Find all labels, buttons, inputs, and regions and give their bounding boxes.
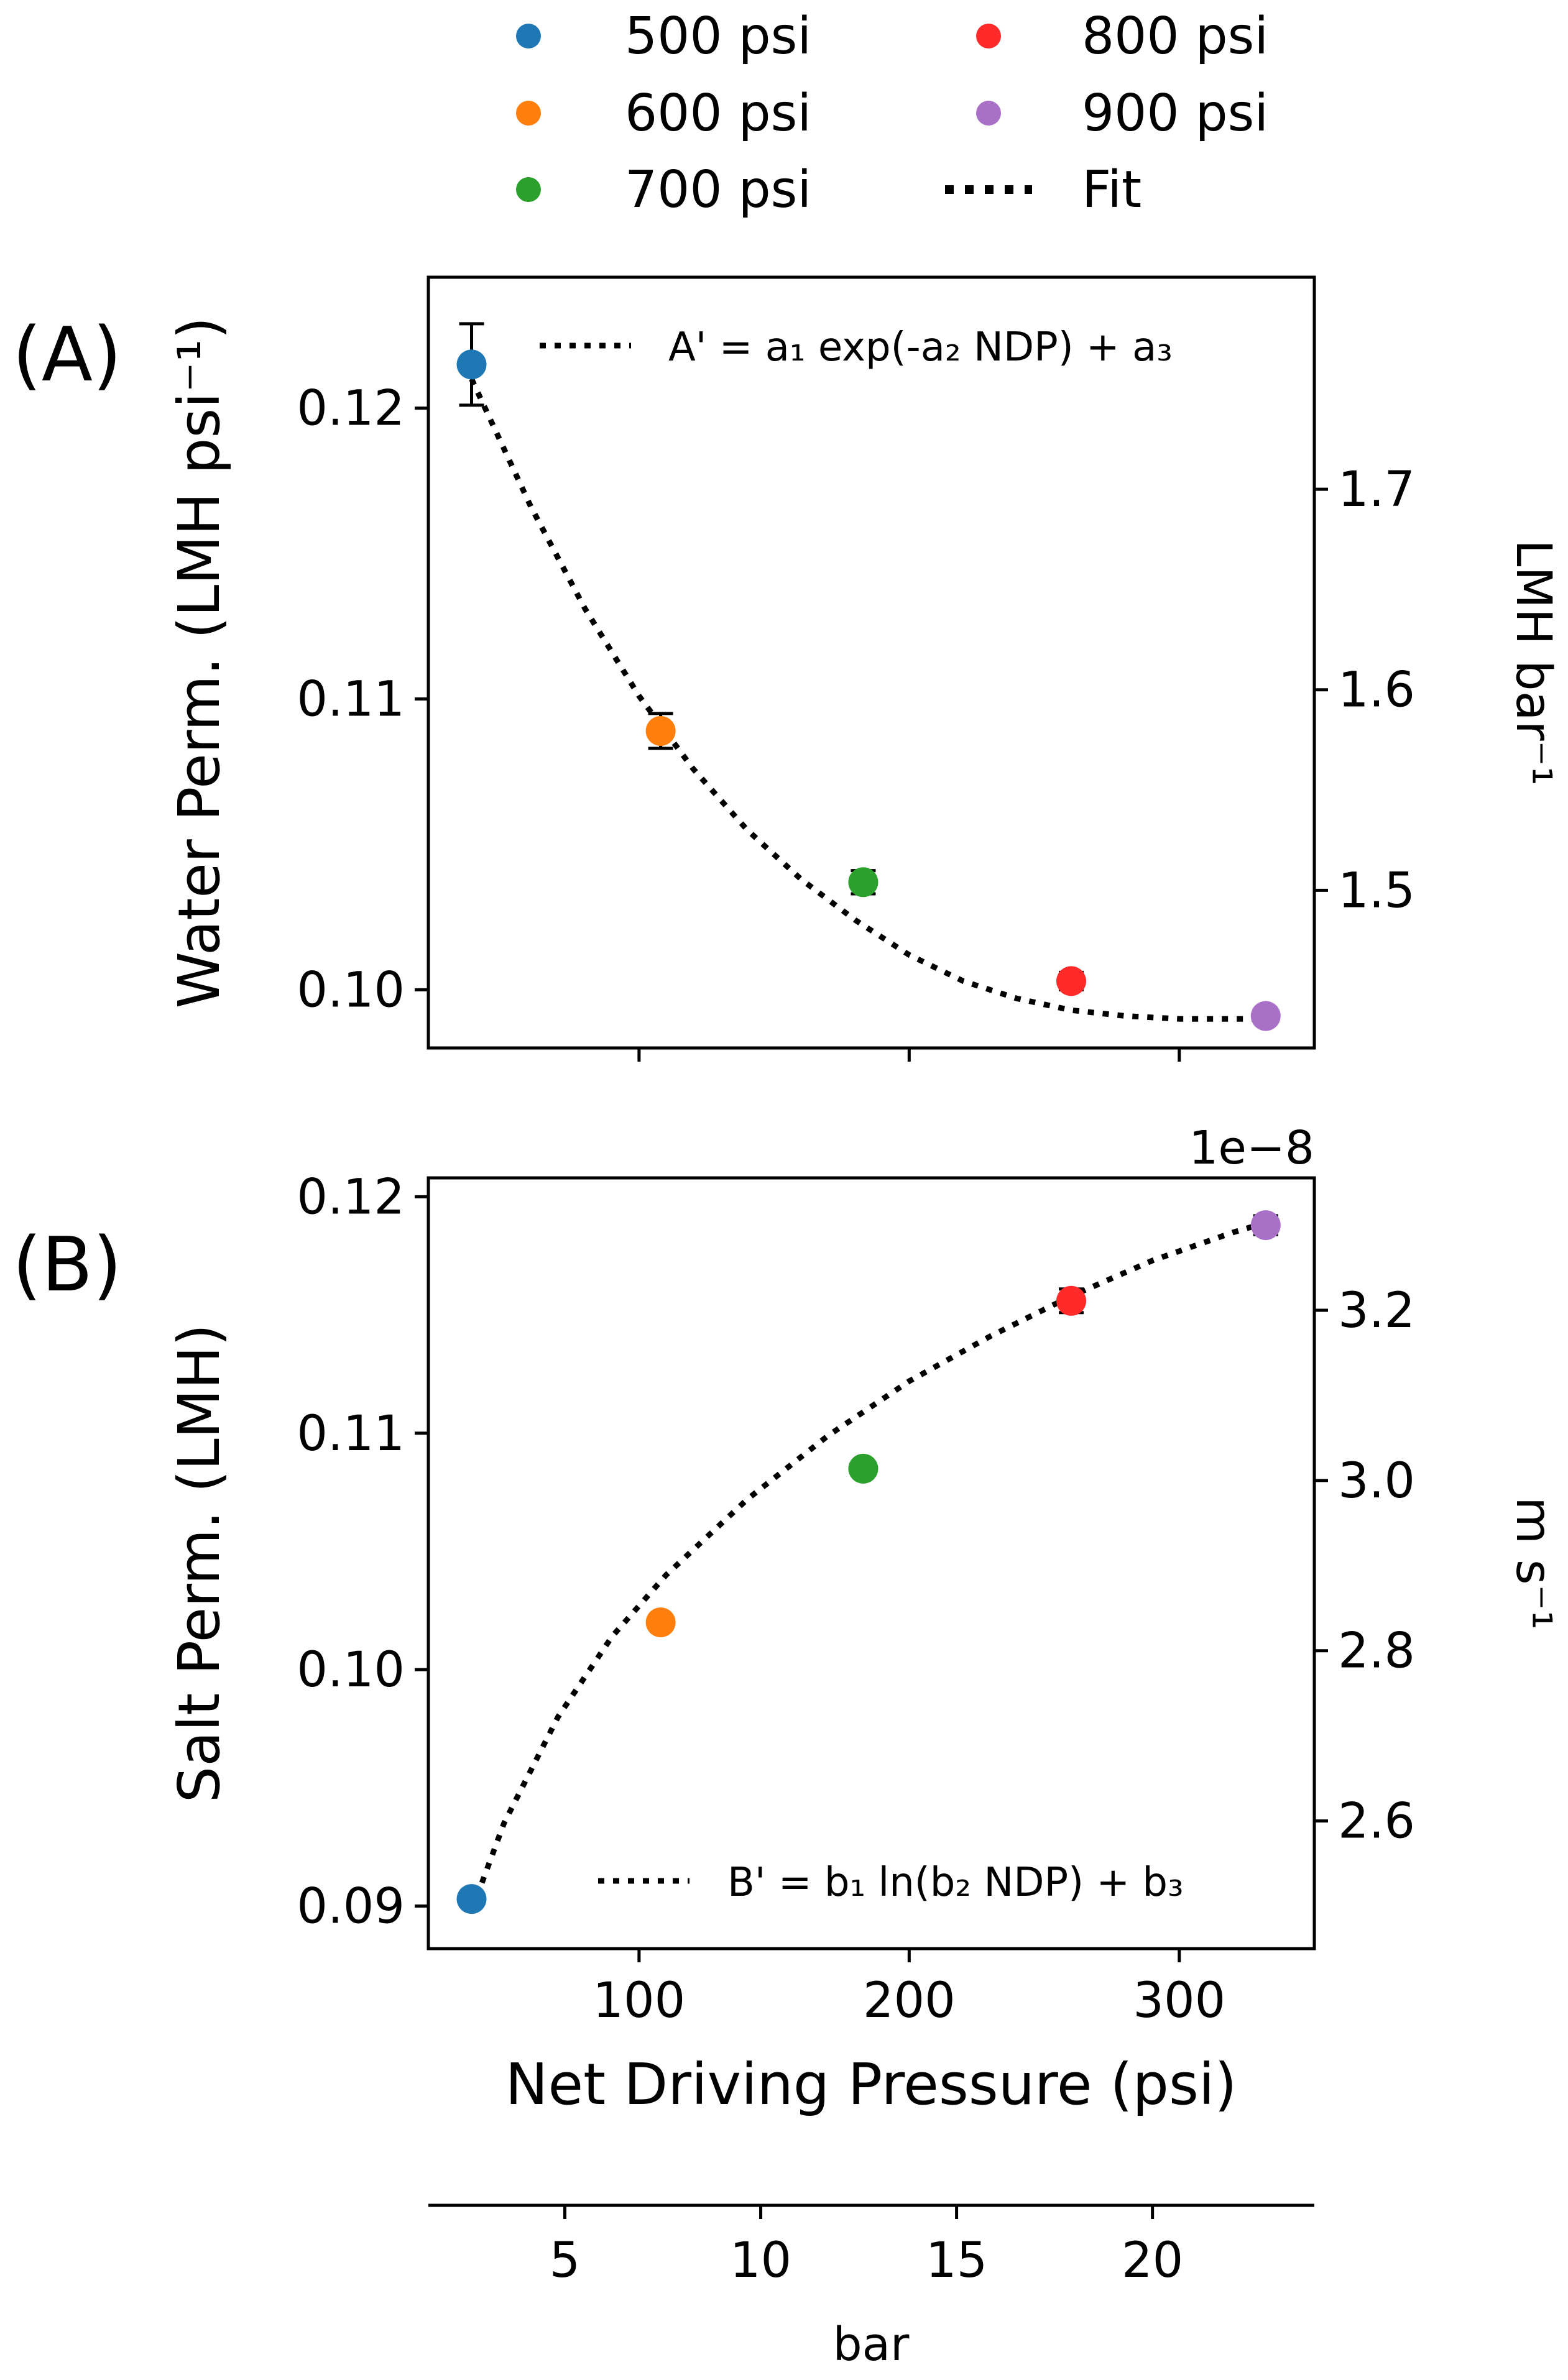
legend-label: 900 psi	[1082, 84, 1268, 143]
panel-b-fit-legend-label: B' = b₁ ln(b₂ NDP) + b₃	[727, 1860, 1184, 1906]
panel-a: (A) 0.10 0.11 0.12 1.5 1.6 1.7 Water Perm. (L…	[12, 275, 1561, 1062]
legend-marker-600-psi	[516, 101, 541, 126]
x-axis: 100 200 300	[593, 1973, 1225, 2029]
panel-a-point-700-psi	[848, 867, 879, 898]
panel-b-offset-text: 1e−8	[1189, 1121, 1314, 1175]
legend-label: 700 psi	[625, 160, 811, 219]
bar-tick-label: 15	[926, 2233, 987, 2289]
panel-b: (B) 0.09 0.10 0.11 0.12 2.6 2.8 3.0 3.2 1e−8 Sa…	[12, 1121, 1561, 1962]
panel-b-fit-line	[469, 1220, 1267, 1912]
bar-tick-label: 5	[550, 2233, 581, 2289]
x-axis-label: Net Driving Pressure (psi)	[505, 2051, 1237, 2118]
legend-marker-500-psi	[516, 24, 541, 48]
panel-b-ylabel-right: m s⁻¹	[1505, 1497, 1561, 1630]
panel-a-ylabel-right: LMH bar⁻¹	[1505, 540, 1561, 786]
panel-a-point-500-psi	[456, 349, 487, 380]
panel-a-ytick-label: 0.11	[297, 671, 405, 727]
panel-b-point-700-psi	[848, 1453, 879, 1484]
legend-label: 600 psi	[625, 84, 811, 143]
x-tick-label: 300	[1133, 1973, 1225, 2029]
panel-b-ytick-label: 0.12	[297, 1169, 405, 1225]
panel-b-ytick-label: 0.11	[297, 1406, 405, 1462]
secondary-x-axis: 5 10 15 20	[428, 2203, 1314, 2289]
panel-b-ytick-right-label: 3.2	[1338, 1283, 1415, 1339]
panel-b-frame	[427, 1176, 1316, 1950]
legend-label: 500 psi	[625, 7, 811, 66]
panel-a-point-900-psi	[1250, 1001, 1281, 1031]
panel-a-point-600-psi	[645, 715, 676, 746]
panel-a-ytick-right-label: 1.7	[1338, 462, 1415, 518]
panel-b-ytick-label: 0.09	[297, 1879, 405, 1935]
legend-label: 800 psi	[1082, 7, 1268, 66]
panel-a-frame	[427, 275, 1316, 1050]
panel-a-point-800-psi	[1056, 966, 1086, 996]
panel-a-ytick-right-label: 1.6	[1338, 663, 1415, 719]
panel-b-ytick-right-label: 2.8	[1338, 1624, 1415, 1679]
bar-tick-label: 20	[1122, 2233, 1183, 2289]
panel-b-point-900-psi	[1250, 1210, 1281, 1241]
panel-a-ytick-label: 0.12	[297, 381, 405, 437]
legend-marker-900-psi	[976, 101, 1001, 126]
panel-b-point-600-psi	[645, 1607, 676, 1638]
panel-a-label: (A)	[12, 312, 122, 398]
panel-a-fit-legend-label: A' = a₁ exp(-a₂ NDP) + a₃	[668, 324, 1173, 370]
panel-b-ytick-label: 0.10	[297, 1642, 405, 1698]
secondary-x-axis-label: bar	[833, 2318, 910, 2371]
panel-b-point-800-psi	[1056, 1285, 1086, 1316]
panel-b-label: (B)	[12, 1222, 122, 1308]
bar-tick-label: 10	[730, 2233, 791, 2289]
panel-b-ylabel: Salt Perm. (LMH)	[166, 1324, 233, 1803]
x-tick-label: 200	[863, 1973, 956, 2029]
x-tick-label: 100	[593, 1973, 685, 2029]
panel-a-ytick-label: 0.10	[297, 962, 405, 1018]
panel-b-ytick-right-label: 3.0	[1338, 1453, 1415, 1509]
legend-marker-700-psi	[516, 177, 541, 202]
panel-a-ytick-right-label: 1.5	[1338, 863, 1415, 919]
legend: 500 psi 600 psi 700 psi 800 psi 900 psi Fit	[516, 7, 1268, 219]
panel-a-ylabel: Water Perm. (LMH psi⁻¹)	[166, 317, 233, 1009]
panel-a-fit-line	[469, 377, 1266, 1022]
panel-b-ytick-right-label: 2.6	[1338, 1794, 1415, 1850]
legend-label: Fit	[1082, 160, 1141, 219]
panel-b-point-500-psi	[456, 1884, 487, 1914]
legend-marker-800-psi	[976, 24, 1001, 48]
